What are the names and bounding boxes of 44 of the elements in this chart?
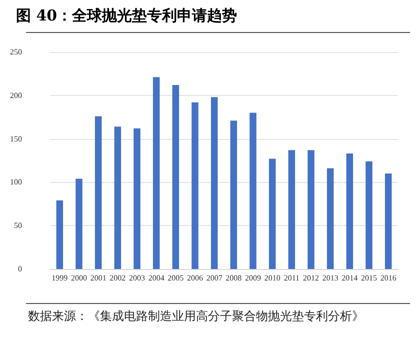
x-tick-label: 2009 [245, 274, 261, 282]
bar [94, 116, 102, 269]
x-tick-label: 2004 [148, 274, 164, 282]
x-tick-label: 2007 [206, 274, 222, 282]
x-tick-label: 2008 [226, 274, 242, 282]
x-tick-label: 2011 [284, 274, 300, 282]
bar [56, 200, 64, 269]
bar [308, 150, 314, 269]
x-tick-label: 2012 [303, 274, 319, 282]
x-tick-label: 2013 [322, 274, 338, 282]
x-tick-label: 2015 [361, 274, 377, 282]
x-tick-label: 2000 [71, 274, 87, 282]
x-tick-label: 2006 [187, 274, 203, 282]
bar [192, 102, 198, 269]
chart-title: 图 40：全球抛光垫专利申请趋势 [16, 6, 238, 24]
bar [326, 168, 334, 269]
bar [268, 158, 276, 269]
bar [114, 126, 122, 269]
x-tick-label: 2010 [264, 274, 280, 282]
bar [134, 128, 140, 269]
bar [250, 112, 256, 269]
bar [76, 178, 82, 269]
bar [366, 161, 372, 269]
y-tick-label: 100 [10, 178, 22, 187]
bar [384, 174, 392, 269]
y-tick-label: 250 [10, 48, 22, 56]
bar [346, 154, 354, 269]
y-tick-label: 150 [10, 134, 22, 144]
y-tick-label: 0 [18, 264, 22, 274]
x-tick-label: 1999 [52, 274, 68, 282]
bar [230, 120, 238, 269]
y-tick-label: 200 [10, 90, 22, 100]
x-tick-label: 2014 [342, 274, 358, 282]
source-note: 数据来源：《集成电路制造业用高分子聚合物抛光垫专利分析》 [28, 309, 364, 323]
x-tick-label: 2005 [168, 274, 184, 282]
x-tick-label: 2001 [90, 274, 106, 282]
x-tick-label: 2016 [380, 274, 396, 282]
x-tick-label: 2003 [129, 274, 145, 282]
bar [288, 150, 296, 269]
x-tick-label: 2002 [110, 274, 126, 282]
bar [152, 77, 160, 269]
y-tick-label: 50 [14, 221, 22, 230]
bar [210, 97, 218, 269]
bar [172, 84, 180, 269]
